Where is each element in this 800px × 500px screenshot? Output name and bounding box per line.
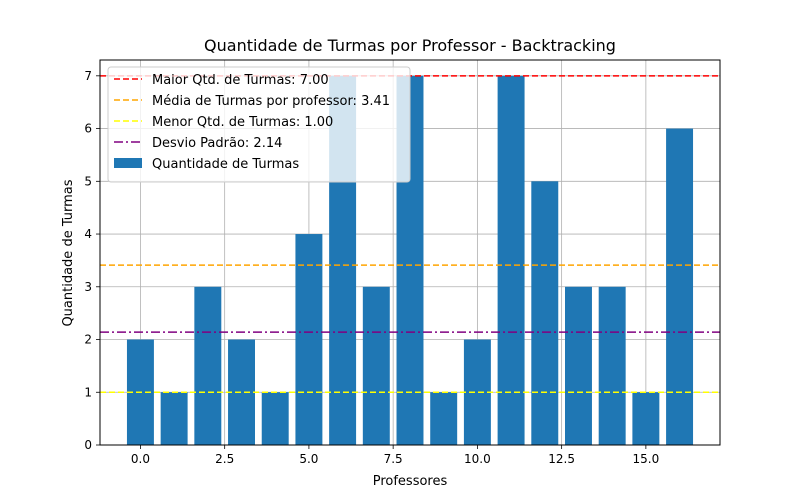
plot-frame xyxy=(99,59,721,446)
x-tick-label: 7.5 xyxy=(384,452,403,466)
bar xyxy=(598,286,626,445)
bar xyxy=(194,286,222,445)
legend-entry: Quantidade de Turmas xyxy=(152,157,299,172)
legend-box xyxy=(107,66,411,183)
bar xyxy=(261,392,289,445)
bar xyxy=(531,181,559,445)
y-tick-label: 5 xyxy=(84,174,92,188)
legend-entry: Menor Qtd. de Turmas: 1.00 xyxy=(152,115,333,130)
chart-title: Quantidade de Turmas por Professor - Bac… xyxy=(204,36,616,55)
y-tick-label: 2 xyxy=(84,333,92,347)
bar xyxy=(463,339,491,445)
x-tick-label: 2.5 xyxy=(215,452,234,466)
bar xyxy=(666,128,694,445)
y-tick-label: 3 xyxy=(84,280,92,294)
bar xyxy=(362,286,390,445)
bar xyxy=(228,339,255,445)
x-axis-label: Professores xyxy=(373,474,448,489)
y-tick-label: 4 xyxy=(84,227,92,241)
legend-entry: Média de Turmas por professor: 3.41 xyxy=(152,94,390,109)
y-tick-label: 6 xyxy=(84,122,92,136)
legend: Maior Qtd. de Turmas: 7.00 Média de Turma… xyxy=(107,66,411,183)
x-tick-label: 12.5 xyxy=(548,452,575,466)
bar xyxy=(295,234,323,445)
y-axis-ticks: 0 1 2 3 4 5 6 7 xyxy=(84,69,100,452)
y-tick-label: 1 xyxy=(84,385,92,399)
bar xyxy=(430,392,458,445)
legend-bar-swatch xyxy=(114,158,142,168)
x-tick-label: 15.0 xyxy=(633,452,660,466)
y-tick-label: 0 xyxy=(84,438,92,452)
x-tick-label: 0.0 xyxy=(131,452,150,466)
legend-entry: Maior Qtd. de Turmas: 7.00 xyxy=(152,73,329,88)
bar xyxy=(160,392,188,445)
bars xyxy=(126,75,694,446)
y-axis-label: Quantidade de Turmas xyxy=(61,179,76,326)
x-tick-label: 5.0 xyxy=(299,452,318,466)
bar xyxy=(565,286,592,445)
y-tick-label: 7 xyxy=(84,69,92,83)
x-tick-label: 10.0 xyxy=(464,452,491,466)
bar xyxy=(632,392,660,445)
x-axis-ticks: 0.0 2.5 5.0 7.5 10.0 12.5 15.0 xyxy=(131,445,659,466)
bar xyxy=(497,75,525,446)
legend-entry: Desvio Padrão: 2.14 xyxy=(152,136,282,151)
